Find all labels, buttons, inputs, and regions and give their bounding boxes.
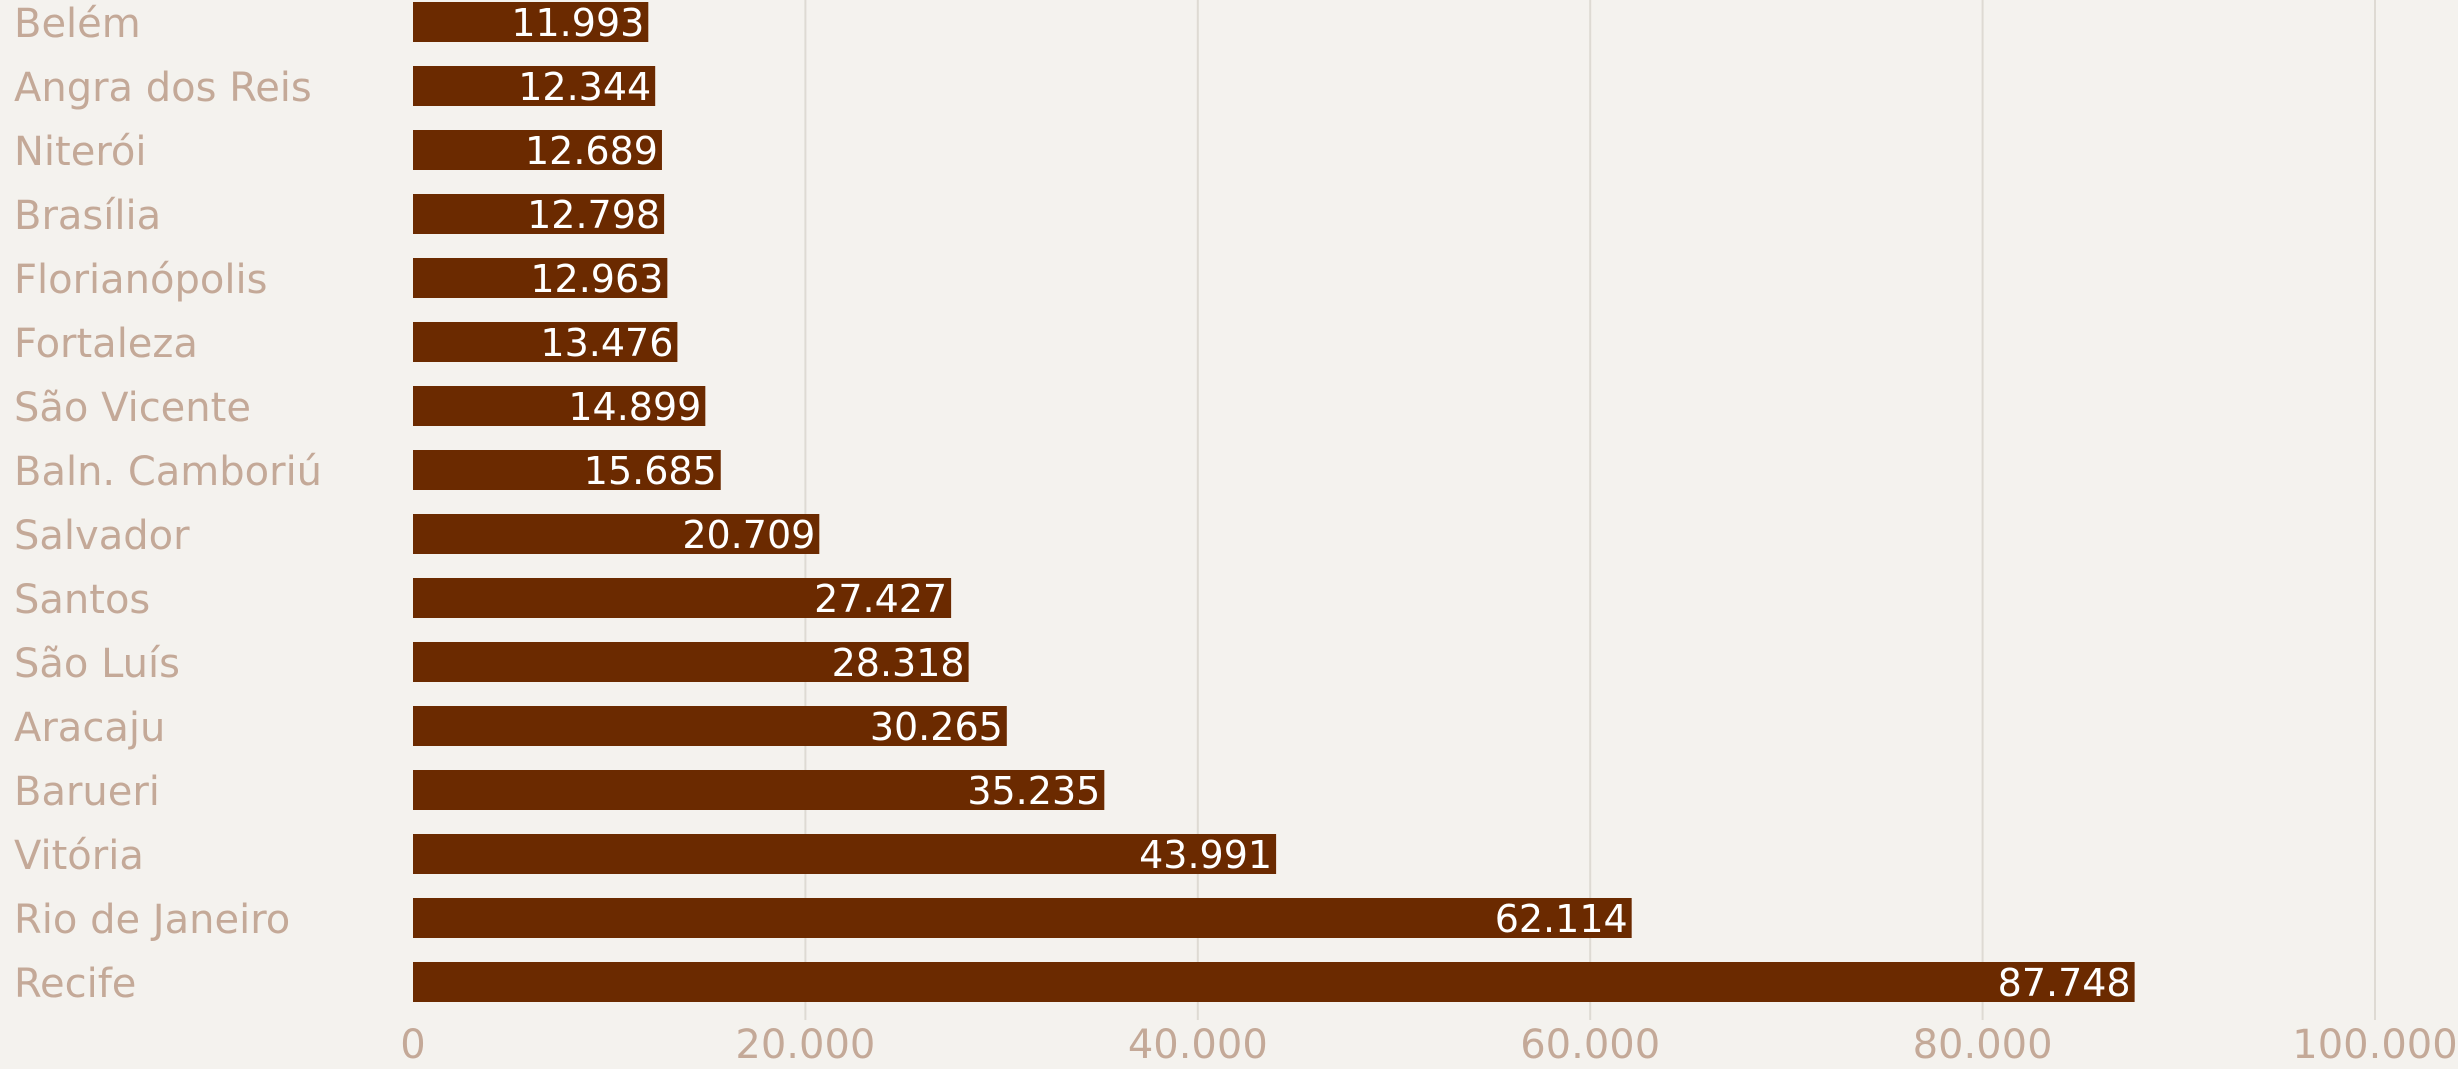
bars: 11.993 12.344 12.689 12.798 12.963 13.476 14.8…	[413, 1, 2135, 1005]
bar-value-label: 43.991	[1139, 833, 1272, 877]
bar-value-label: 62.114	[1495, 897, 1628, 941]
x-tick-label: 0	[400, 1022, 425, 1065]
bar-value-label: 28.318	[832, 641, 965, 685]
category-label: Aracaju	[14, 705, 165, 751]
x-tick-label: 80.000	[1913, 1022, 2053, 1065]
bar	[413, 706, 1007, 746]
category-label: Fortaleza	[14, 321, 198, 367]
category-label: Vitória	[14, 833, 144, 879]
bar	[413, 322, 678, 362]
category-label: Barueri	[14, 769, 160, 815]
bar-value-label: 12.798	[527, 193, 660, 237]
x-axis-tick-labels: 0 20.000 40.000 60.000 80.000 100.000	[400, 1022, 2457, 1068]
category-label: São Luís	[14, 641, 180, 687]
bar	[413, 450, 721, 490]
bar-value-label: 87.748	[1998, 961, 2131, 1005]
category-label: Angra dos Reis	[14, 65, 312, 111]
bar-value-label: 12.963	[530, 257, 663, 301]
bar-value-label: 20.709	[682, 513, 815, 557]
bar	[413, 962, 2135, 1002]
bar	[413, 578, 952, 618]
category-label: Baln. Camboriú	[14, 449, 322, 495]
bar	[413, 898, 1632, 938]
bar-value-label: 11.993	[511, 1, 644, 45]
bar-value-label: 12.344	[518, 65, 651, 109]
bar	[413, 2, 649, 42]
x-tick-label: 20.000	[735, 1022, 875, 1065]
bar	[413, 194, 665, 234]
bar-value-label: 35.235	[967, 769, 1100, 813]
bar	[413, 258, 668, 298]
bar	[413, 642, 969, 682]
bar-value-label: 13.476	[540, 321, 673, 365]
x-tick-label: 100.000	[2292, 1022, 2457, 1065]
x-tick-label: 40.000	[1128, 1022, 1268, 1065]
bar	[413, 66, 656, 106]
bar	[413, 514, 820, 554]
category-label: Rio de Janeiro	[14, 897, 290, 943]
category-label: Belém	[14, 1, 141, 47]
bar-value-label: 12.689	[525, 129, 658, 173]
bar-value-label: 30.265	[870, 705, 1003, 749]
bar	[413, 770, 1105, 810]
bar-value-label: 14.899	[568, 385, 701, 429]
x-tick-label: 60.000	[1520, 1022, 1660, 1065]
bar-value-label: 15.685	[584, 449, 717, 493]
bar	[413, 386, 706, 426]
category-label: Florianópolis	[14, 257, 267, 303]
category-label: Niterói	[14, 129, 146, 175]
category-labels: Belém Angra dos Reis Niterói Brasília Floria…	[14, 1, 322, 1007]
bar	[413, 130, 662, 170]
category-label: Salvador	[14, 513, 190, 559]
category-label: Brasília	[14, 193, 161, 239]
category-label: São Vicente	[14, 385, 251, 431]
bar-value-label: 27.427	[814, 577, 947, 621]
category-label: Santos	[14, 577, 150, 623]
bar	[413, 834, 1277, 874]
category-label: Recife	[14, 961, 136, 1007]
